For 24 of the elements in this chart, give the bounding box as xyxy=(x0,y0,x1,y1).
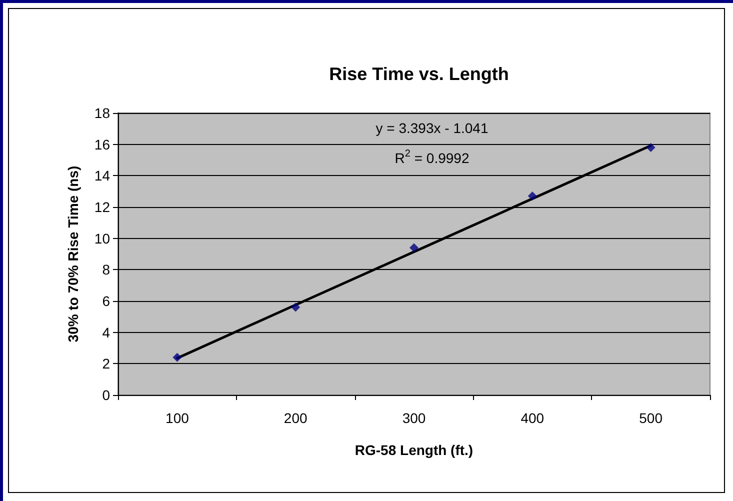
y-tick-label: 4 xyxy=(102,324,110,340)
y-tick-label: 2 xyxy=(102,356,110,372)
point xyxy=(410,243,418,252)
point xyxy=(172,352,182,362)
y-tick-label: 14 xyxy=(94,168,110,184)
y-tick-label: 12 xyxy=(94,199,110,215)
point xyxy=(528,192,537,201)
point xyxy=(646,142,656,152)
y-tick-label: 16 xyxy=(94,136,110,152)
chart-title: Rise Time vs. Length xyxy=(329,64,509,84)
y-tick-label: 18 xyxy=(94,105,110,121)
x-tick-label: 300 xyxy=(402,410,426,426)
y-tick-label: 6 xyxy=(102,293,110,309)
y-axis-title: 30% to 70% Rise Time (ns) xyxy=(65,166,81,342)
point xyxy=(291,302,300,312)
y-tick-label: 0 xyxy=(102,387,110,403)
annotation: y = 3.393x - 1.041 xyxy=(376,120,488,136)
y-tick-label: 10 xyxy=(94,230,110,246)
x-tick-label: 500 xyxy=(639,410,663,426)
x-tick-label: 400 xyxy=(520,410,544,426)
x-axis-title: RG-58 Length (ft.) xyxy=(354,442,474,458)
x-tick-label: 100 xyxy=(166,410,190,426)
y-tick-label: 8 xyxy=(102,262,110,278)
x-tick-label: 200 xyxy=(284,410,308,426)
